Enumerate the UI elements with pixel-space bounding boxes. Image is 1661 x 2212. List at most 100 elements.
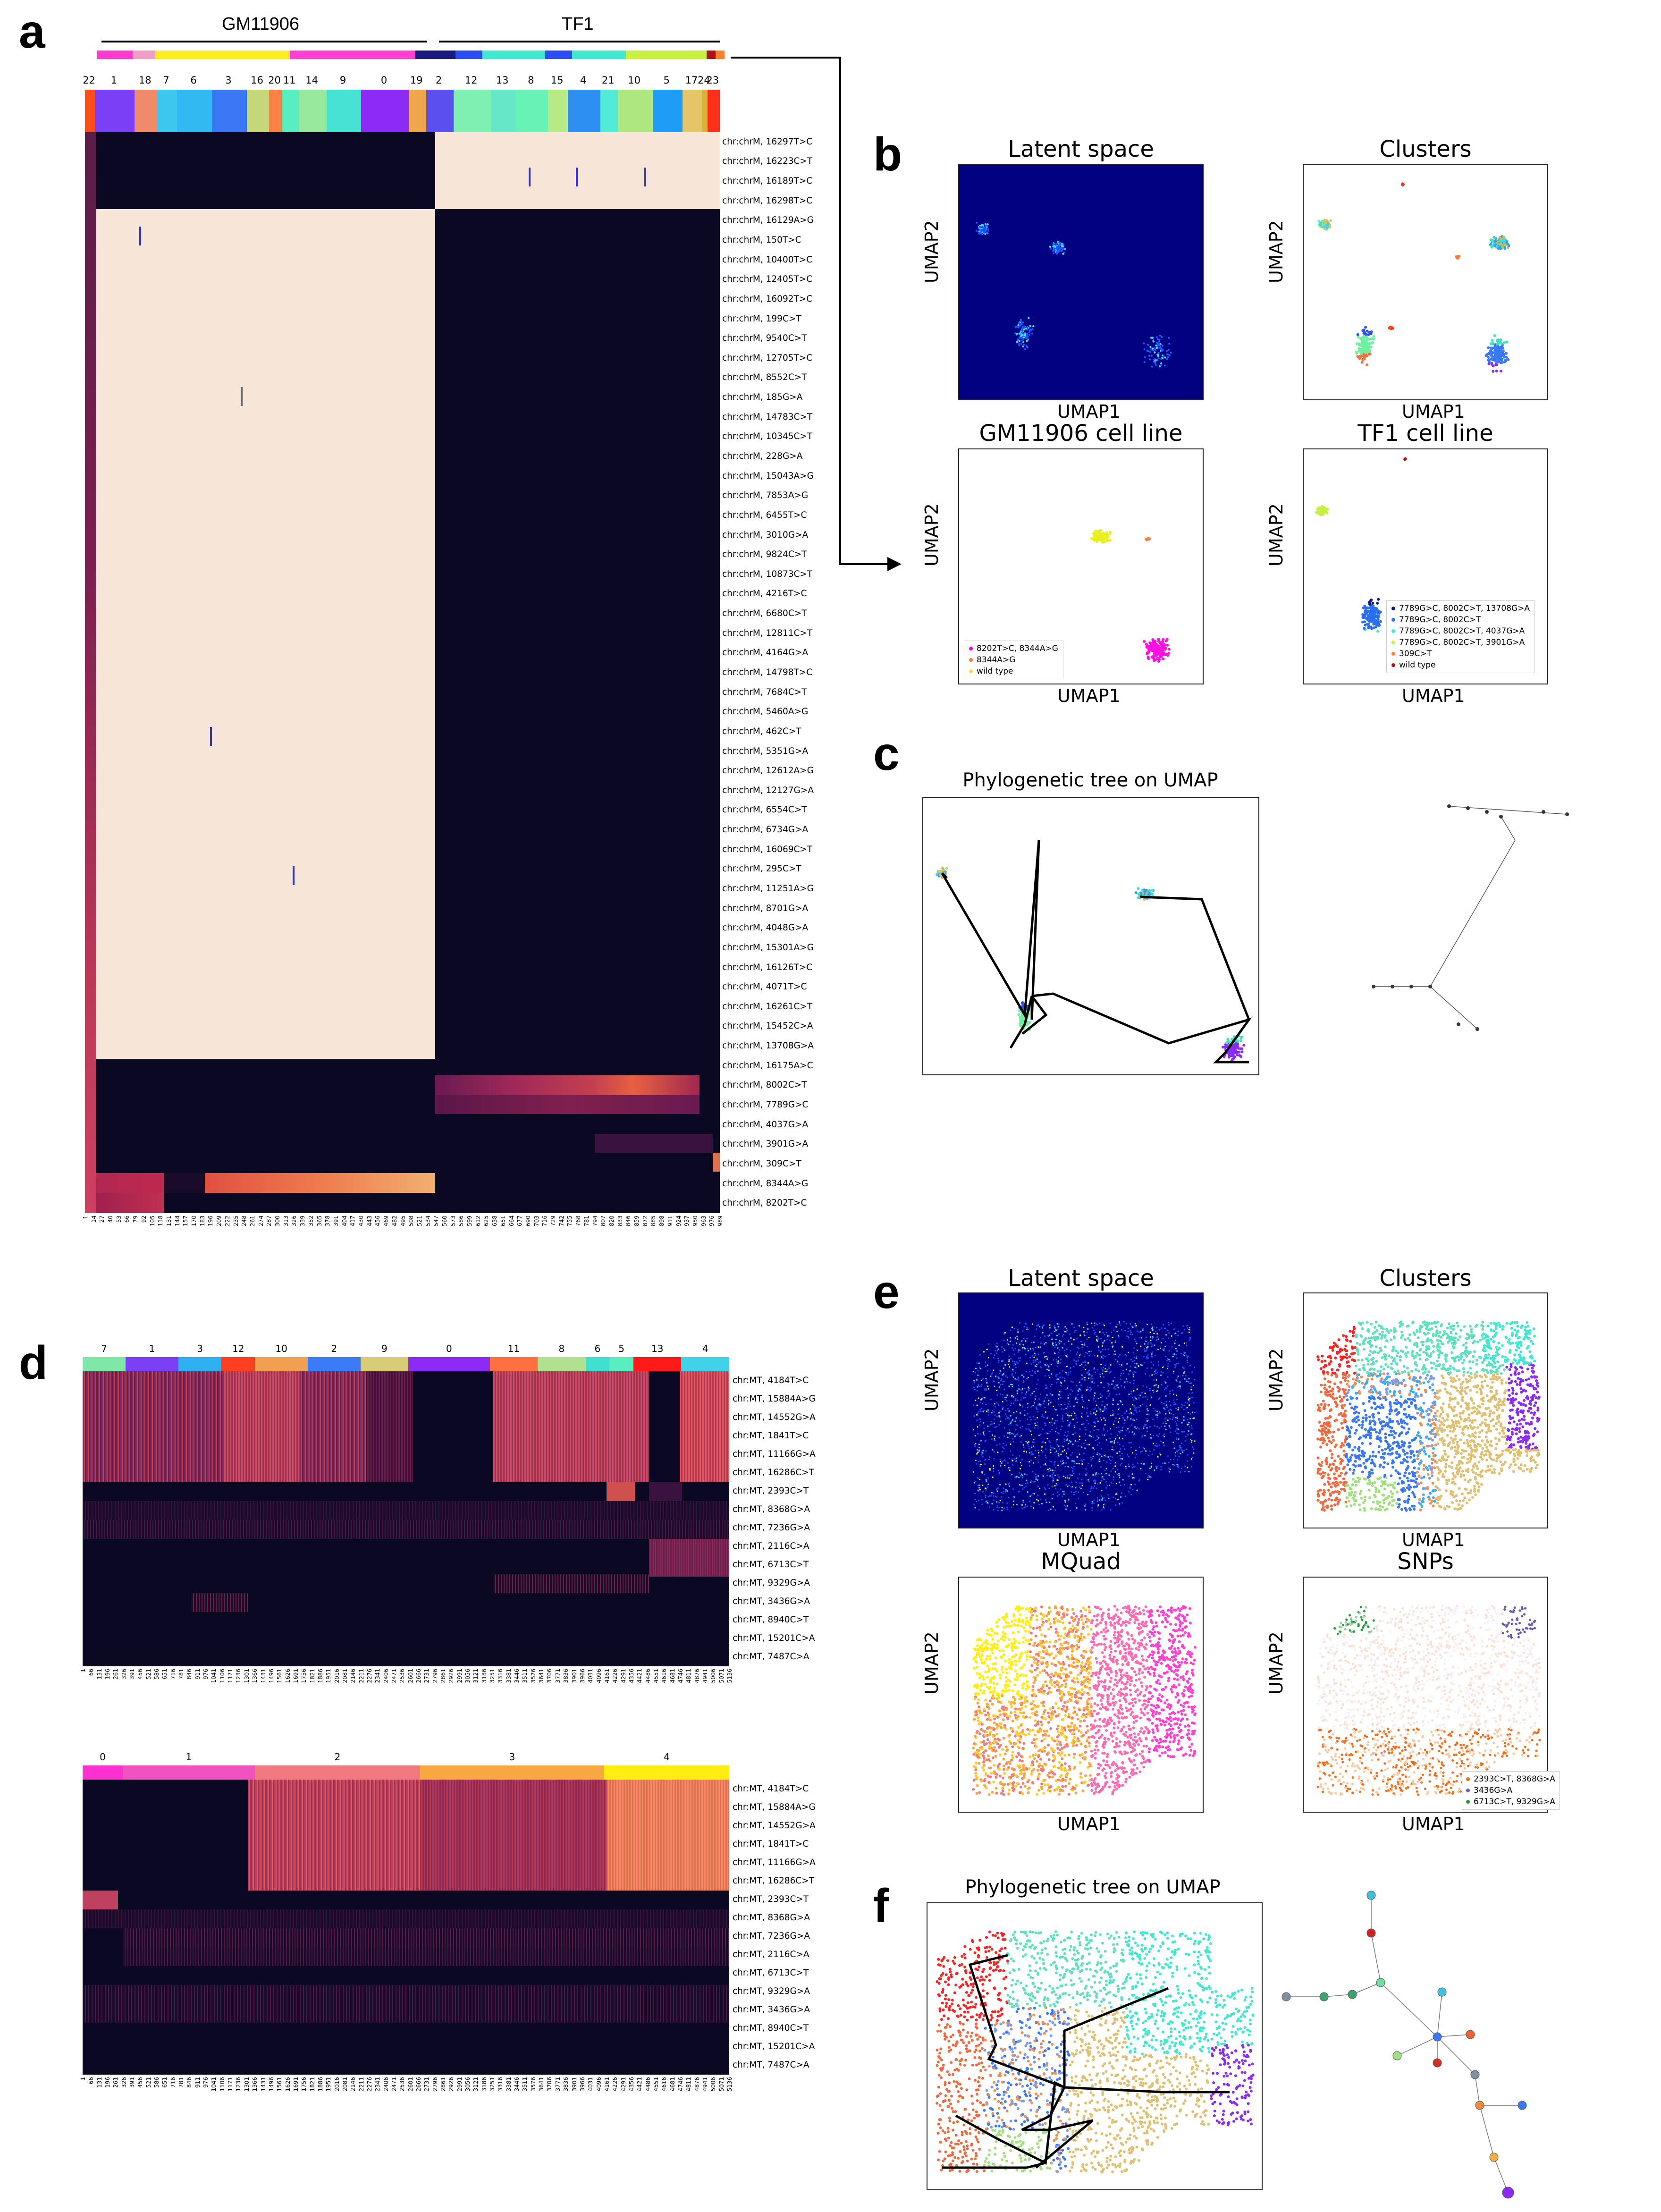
x-tick-label: 833 (616, 1216, 624, 1226)
x-tick-label: 274 (257, 1216, 264, 1226)
x-tick-label: 4811 (685, 2077, 692, 2092)
row-label: chr:chrM, 295C>T (722, 864, 801, 874)
f-tree-node (1489, 2153, 1499, 2162)
row-label: chr:chrM, 5351G>A (722, 746, 809, 756)
heatmap-a-3901-band (595, 1134, 713, 1153)
f-tree-branch (1324, 1994, 1353, 1997)
x-tick-label: 1301 (243, 2077, 250, 2092)
group-color-bar (97, 51, 725, 59)
x-tick-label: 4096 (595, 1669, 602, 1683)
x-tick-label: 1691 (292, 1669, 299, 1683)
x-tick-label: 144 (174, 1216, 181, 1226)
e-title-mquad: MQuad (1041, 1548, 1121, 1575)
f-tree-node (1502, 2187, 1514, 2199)
legend-entry: 6713C>T, 9329G>A (1466, 1796, 1555, 1807)
row-label: chr:chrM, 16223C>T (722, 156, 813, 167)
cluster-label: 15 (550, 75, 564, 86)
x-tick-label: 1886 (317, 1669, 324, 1683)
f-tree-node (1376, 1978, 1385, 1987)
x-tick-label: 3251 (489, 2077, 496, 2092)
gm-8344 (1145, 537, 1151, 541)
x-tick-label: 2276 (366, 1669, 373, 1683)
x-tick-label: 53 (115, 1216, 122, 1223)
row-label: chr:chrM, 3010G>A (722, 530, 809, 540)
x-tick-label: 950 (691, 1216, 699, 1226)
x-tick-label: 2276 (366, 2077, 373, 2092)
x-tick-label: 391 (332, 1216, 339, 1226)
x-tick-label: 4551 (652, 2077, 659, 2092)
cluster-color-cell (652, 90, 683, 132)
cluster-color-cell (307, 1357, 361, 1371)
x-tick-label: 2081 (341, 2077, 348, 2092)
x-tick-label: 1431 (260, 2077, 267, 2092)
b-title-tf: TF1 cell line (1357, 420, 1493, 447)
heatmap-a-8344-band (96, 1173, 435, 1193)
x-tick-label: 2536 (399, 2077, 406, 2092)
x-tick-label: 4551 (652, 1669, 659, 1683)
legend-marker (1466, 1777, 1470, 1781)
x-tick-label: 3446 (514, 1669, 521, 1683)
row-label: chr:MT, 8940C>T (733, 2023, 809, 2034)
legend-label: 8344A>G (977, 655, 1016, 665)
row-label: chr:chrM, 15301A>G (722, 942, 814, 953)
cluster-label: 19 (410, 75, 423, 86)
e-plot-clusters (1303, 1292, 1548, 1528)
legend-entry: wild type (1391, 659, 1530, 671)
x-tick-label: 118 (157, 1216, 164, 1226)
cluster-mid-right (1489, 235, 1510, 250)
x-tick-label: 1 (80, 1669, 86, 1672)
x-tick-label: 157 (182, 1216, 189, 1226)
f-tree-node (1348, 1990, 1357, 1999)
cluster-color-cell (633, 1357, 682, 1371)
b-plot-latent (958, 164, 1204, 400)
x-tick-label: 40 (107, 1216, 114, 1223)
x-tick-label: 196 (104, 2077, 111, 2088)
cluster-label: 24 (697, 75, 710, 86)
cluster-label: 7 (101, 1343, 108, 1354)
x-tick-label: 4356 (628, 1669, 635, 1683)
x-tick-label: 521 (145, 1669, 152, 1680)
x-tick-label: 885 (650, 1216, 657, 1226)
cluster-outlier-b (1455, 254, 1461, 260)
d-top-band-3436 (493, 1574, 649, 1593)
row-label: chr:MT, 16286C>T (733, 1875, 815, 1886)
x-tick-label: 599 (466, 1216, 473, 1226)
f-tree-branch (1475, 2074, 1480, 2106)
x-tick-label: 1171 (227, 1669, 234, 1683)
x-tick-label: 5006 (710, 1669, 717, 1683)
x-tick-label: 2016 (333, 2077, 340, 2092)
x-tick-label: 339 (299, 1216, 306, 1226)
x-tick-label: 703 (533, 1216, 540, 1226)
x-tick-label: 4421 (636, 2077, 643, 2092)
x-tick-label: 937 (683, 1216, 691, 1226)
legend-entry: 3436G>A (1466, 1785, 1555, 1796)
e-latent-points (972, 1321, 1196, 1511)
d-top-block-2 (224, 1371, 300, 1482)
f-tree-edge-0 (968, 1954, 1065, 2089)
x-tick-label: 3901 (571, 2077, 578, 2092)
x-tick-label: 586 (153, 1669, 160, 1680)
row-label: chr:chrM, 5460A>G (722, 707, 809, 717)
x-tick-label: 924 (675, 1216, 682, 1226)
heatmap-a-7789-band (435, 1095, 700, 1114)
x-tick-label: 1106 (219, 2077, 226, 2092)
c-tree-node (1457, 1022, 1460, 1026)
group-bar-segment (545, 51, 572, 59)
row-label: chr:MT, 7487C>A (733, 2060, 809, 2070)
d-bot-band-9329 (83, 1985, 729, 2004)
cluster-label: 20 (268, 75, 281, 86)
x-tick-label: 3966 (579, 1669, 586, 1683)
heatmap-a-speckle-6 (210, 727, 212, 746)
row-label: chr:MT, 4184T>C (733, 1375, 809, 1385)
f-tree-branch (1397, 2036, 1438, 2056)
x-tick-label: 3056 (464, 2077, 472, 2092)
x-tick-label: 716 (169, 2077, 177, 2088)
row-label: chr:chrM, 9824C>T (722, 549, 807, 560)
x-tick-label: 3186 (481, 1669, 488, 1683)
cluster-label: 13 (651, 1343, 664, 1354)
x-tick-label: 1041 (211, 1669, 218, 1683)
b-legend-tf: 7789G>C, 8002C>T, 13708G>A 7789G>C, 8002C… (1386, 600, 1535, 673)
cluster-label: 4 (702, 1343, 708, 1354)
x-tick-label: 1106 (219, 1669, 226, 1683)
f-tree (1282, 1891, 1527, 2199)
